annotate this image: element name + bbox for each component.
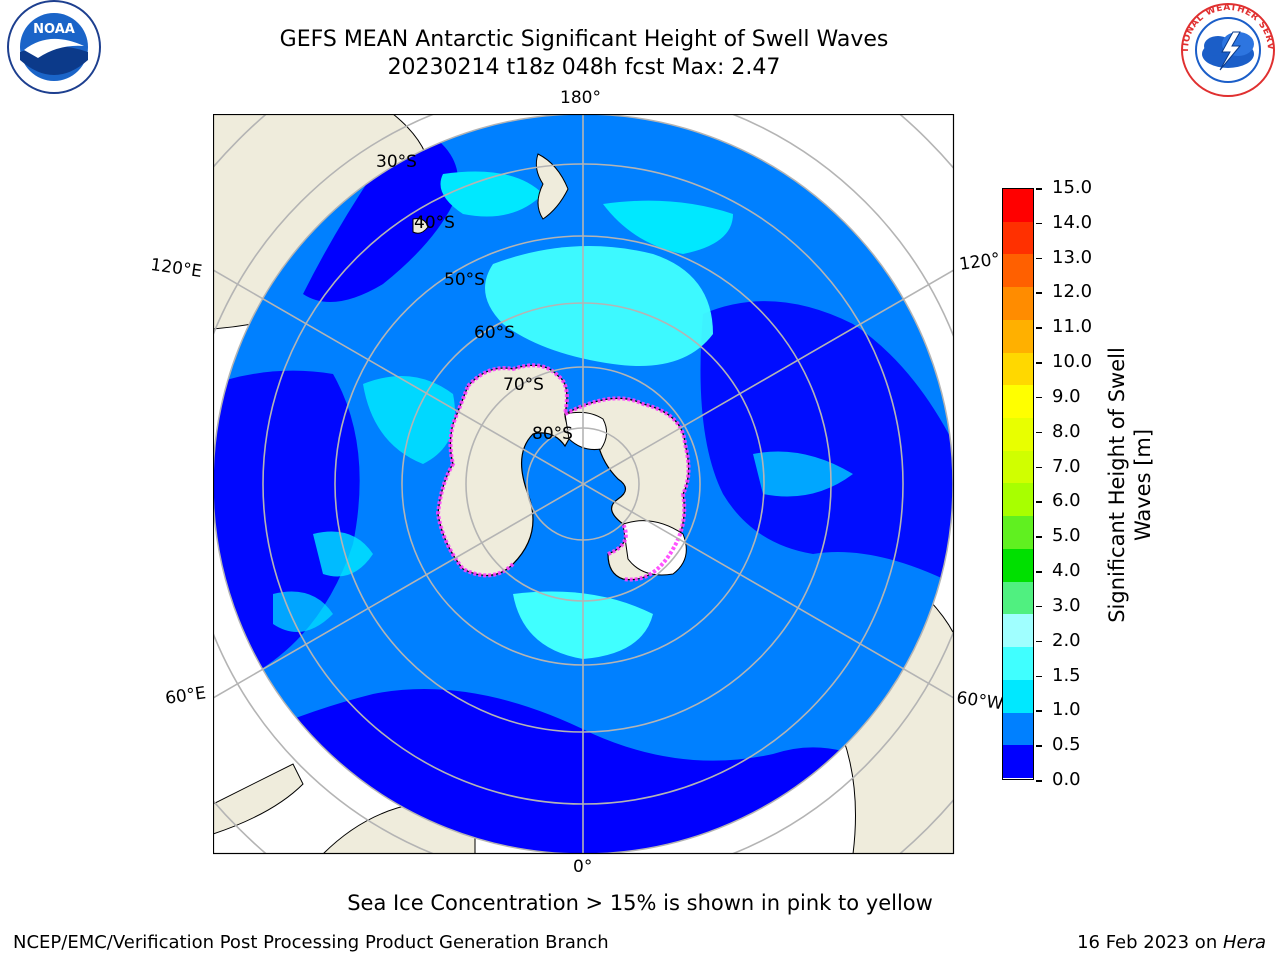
colorbar-segment [1003,647,1033,680]
footer-credit: NCEP/EMC/Verification Post Processing Pr… [13,932,609,953]
graticule [213,114,954,854]
colorbar-segment [1003,516,1033,549]
colorbar-tick-label: 15.0 [1052,177,1093,198]
colorbar-tick-label: 0.5 [1052,734,1081,756]
colorbar-tick-label: 11.0 [1052,316,1093,338]
colorbar-tick-label: 4.0 [1052,560,1081,582]
colorbar-segment [1003,287,1033,320]
colorbar-tick-mark [1036,188,1042,190]
chart-title-line1: GEFS MEAN Antarctic Significant Height o… [279,27,889,52]
colorbar-segment [1003,450,1033,484]
colorbar-tick-mark [1036,710,1042,712]
noaa-logo-text: NOAA [33,22,75,37]
colorbar-segment [1003,418,1033,451]
land-new-zealand [535,153,569,220]
sea-ice-edge [435,363,691,582]
sea-ice-note: Sea Ice Concentration > 15% is shown in … [347,891,933,915]
colorbar-tick-mark [1036,362,1042,364]
colorbar-tick-label: 5.0 [1052,525,1081,547]
colorbar-title: Significant Height of Swell Waves [m] [1104,347,1156,623]
colorbar-tick-mark [1036,257,1042,260]
lon-label-120w: 120° [958,249,1002,275]
colorbar-tick-label: 3.0 [1052,594,1081,616]
noaa-logo: NOAA [7,0,101,94]
colorbar-segment [1003,319,1033,353]
colorbar-tick-label: 0.0 [1052,769,1081,790]
lat-label-70s: 70°S [503,375,544,395]
lat-label-80s: 80°S [532,424,573,444]
lat-label-30s: 30°S [376,152,417,172]
colorbar-tick-mark [1036,675,1042,678]
lat-label-50s: 50°S [444,270,485,290]
antarctic-polar-map [213,114,955,855]
nws-logo: NATIONAL WEATHER SERVICE [1178,2,1275,97]
colorbar-tick-mark [1036,536,1042,538]
colorbar-segment [1003,189,1033,222]
colorbar-tick-label: 10.0 [1052,351,1093,373]
colorbar-tick-mark [1036,501,1042,503]
colorbar-tick-mark [1036,605,1042,608]
chart-title-line2: 20230214 t18z 048h fcst Max: 2.47 [387,55,781,80]
colorbar-segment [1003,385,1033,419]
footer-date: 16 Feb 2023 on Hera [1077,932,1266,953]
colorbar-title-line1: Significant Height of Swell [1105,347,1129,623]
colorbar-segment [1003,548,1033,582]
colorbar-tick-label: 13.0 [1052,246,1093,268]
lat-label-60s: 60°S [474,323,515,343]
colorbar-tick-label: 6.0 [1052,490,1081,512]
footer-machine: Hera [1222,932,1266,953]
colorbar-segment [1003,745,1033,778]
colorbar-tick-label: 8.0 [1052,420,1081,442]
colorbar-tick-mark [1036,466,1042,469]
colorbar [1002,188,1034,780]
land-tasmania [412,218,429,234]
colorbar-tick-mark [1036,327,1042,329]
colorbar-tick-mark [1036,571,1042,573]
colorbar-segment [1003,679,1033,713]
land-madagascar [213,763,304,835]
colorbar-tick-label: 1.5 [1052,664,1081,686]
lon-label-60e: 60°E [164,683,208,709]
colorbar-tick-mark [1036,431,1042,434]
colorbar-segment [1003,581,1033,615]
lon-label-60w: 60°W [955,688,1005,715]
colorbar-tick-mark [1036,640,1042,643]
footer-date-prefix: 16 Feb 2023 on [1077,932,1223,953]
lon-label-180: 180° [560,88,601,108]
colorbar-tick-label: 14.0 [1052,211,1093,233]
colorbar-segment [1003,483,1033,517]
colorbar-tick-label: 7.0 [1052,455,1081,477]
colorbar-tick-label: 1.0 [1052,699,1081,721]
colorbar-tick-label: 2.0 [1052,629,1081,651]
colorbar-tick-mark [1036,780,1042,782]
colorbar-segment [1003,712,1033,746]
colorbar-tick-mark [1036,222,1042,225]
colorbar-title-line2: Waves [m] [1131,428,1155,542]
lon-label-120e: 120°E [149,255,204,283]
colorbar-tick-mark [1036,292,1042,294]
colorbar-segment [1003,614,1033,648]
colorbar-segment [1003,254,1033,288]
colorbar-tick-label: 12.0 [1052,281,1093,303]
ross-ice-shelf [564,411,607,450]
lon-label-0: 0° [573,857,593,877]
colorbar-tick-label: 9.0 [1052,385,1081,407]
colorbar-segment [1003,352,1033,386]
colorbar-tick-mark [1036,745,1042,747]
map-frame [213,114,955,855]
colorbar-segment [1003,221,1033,255]
colorbar-tick-mark [1036,396,1042,399]
lat-label-40s: 40°S [414,213,455,233]
